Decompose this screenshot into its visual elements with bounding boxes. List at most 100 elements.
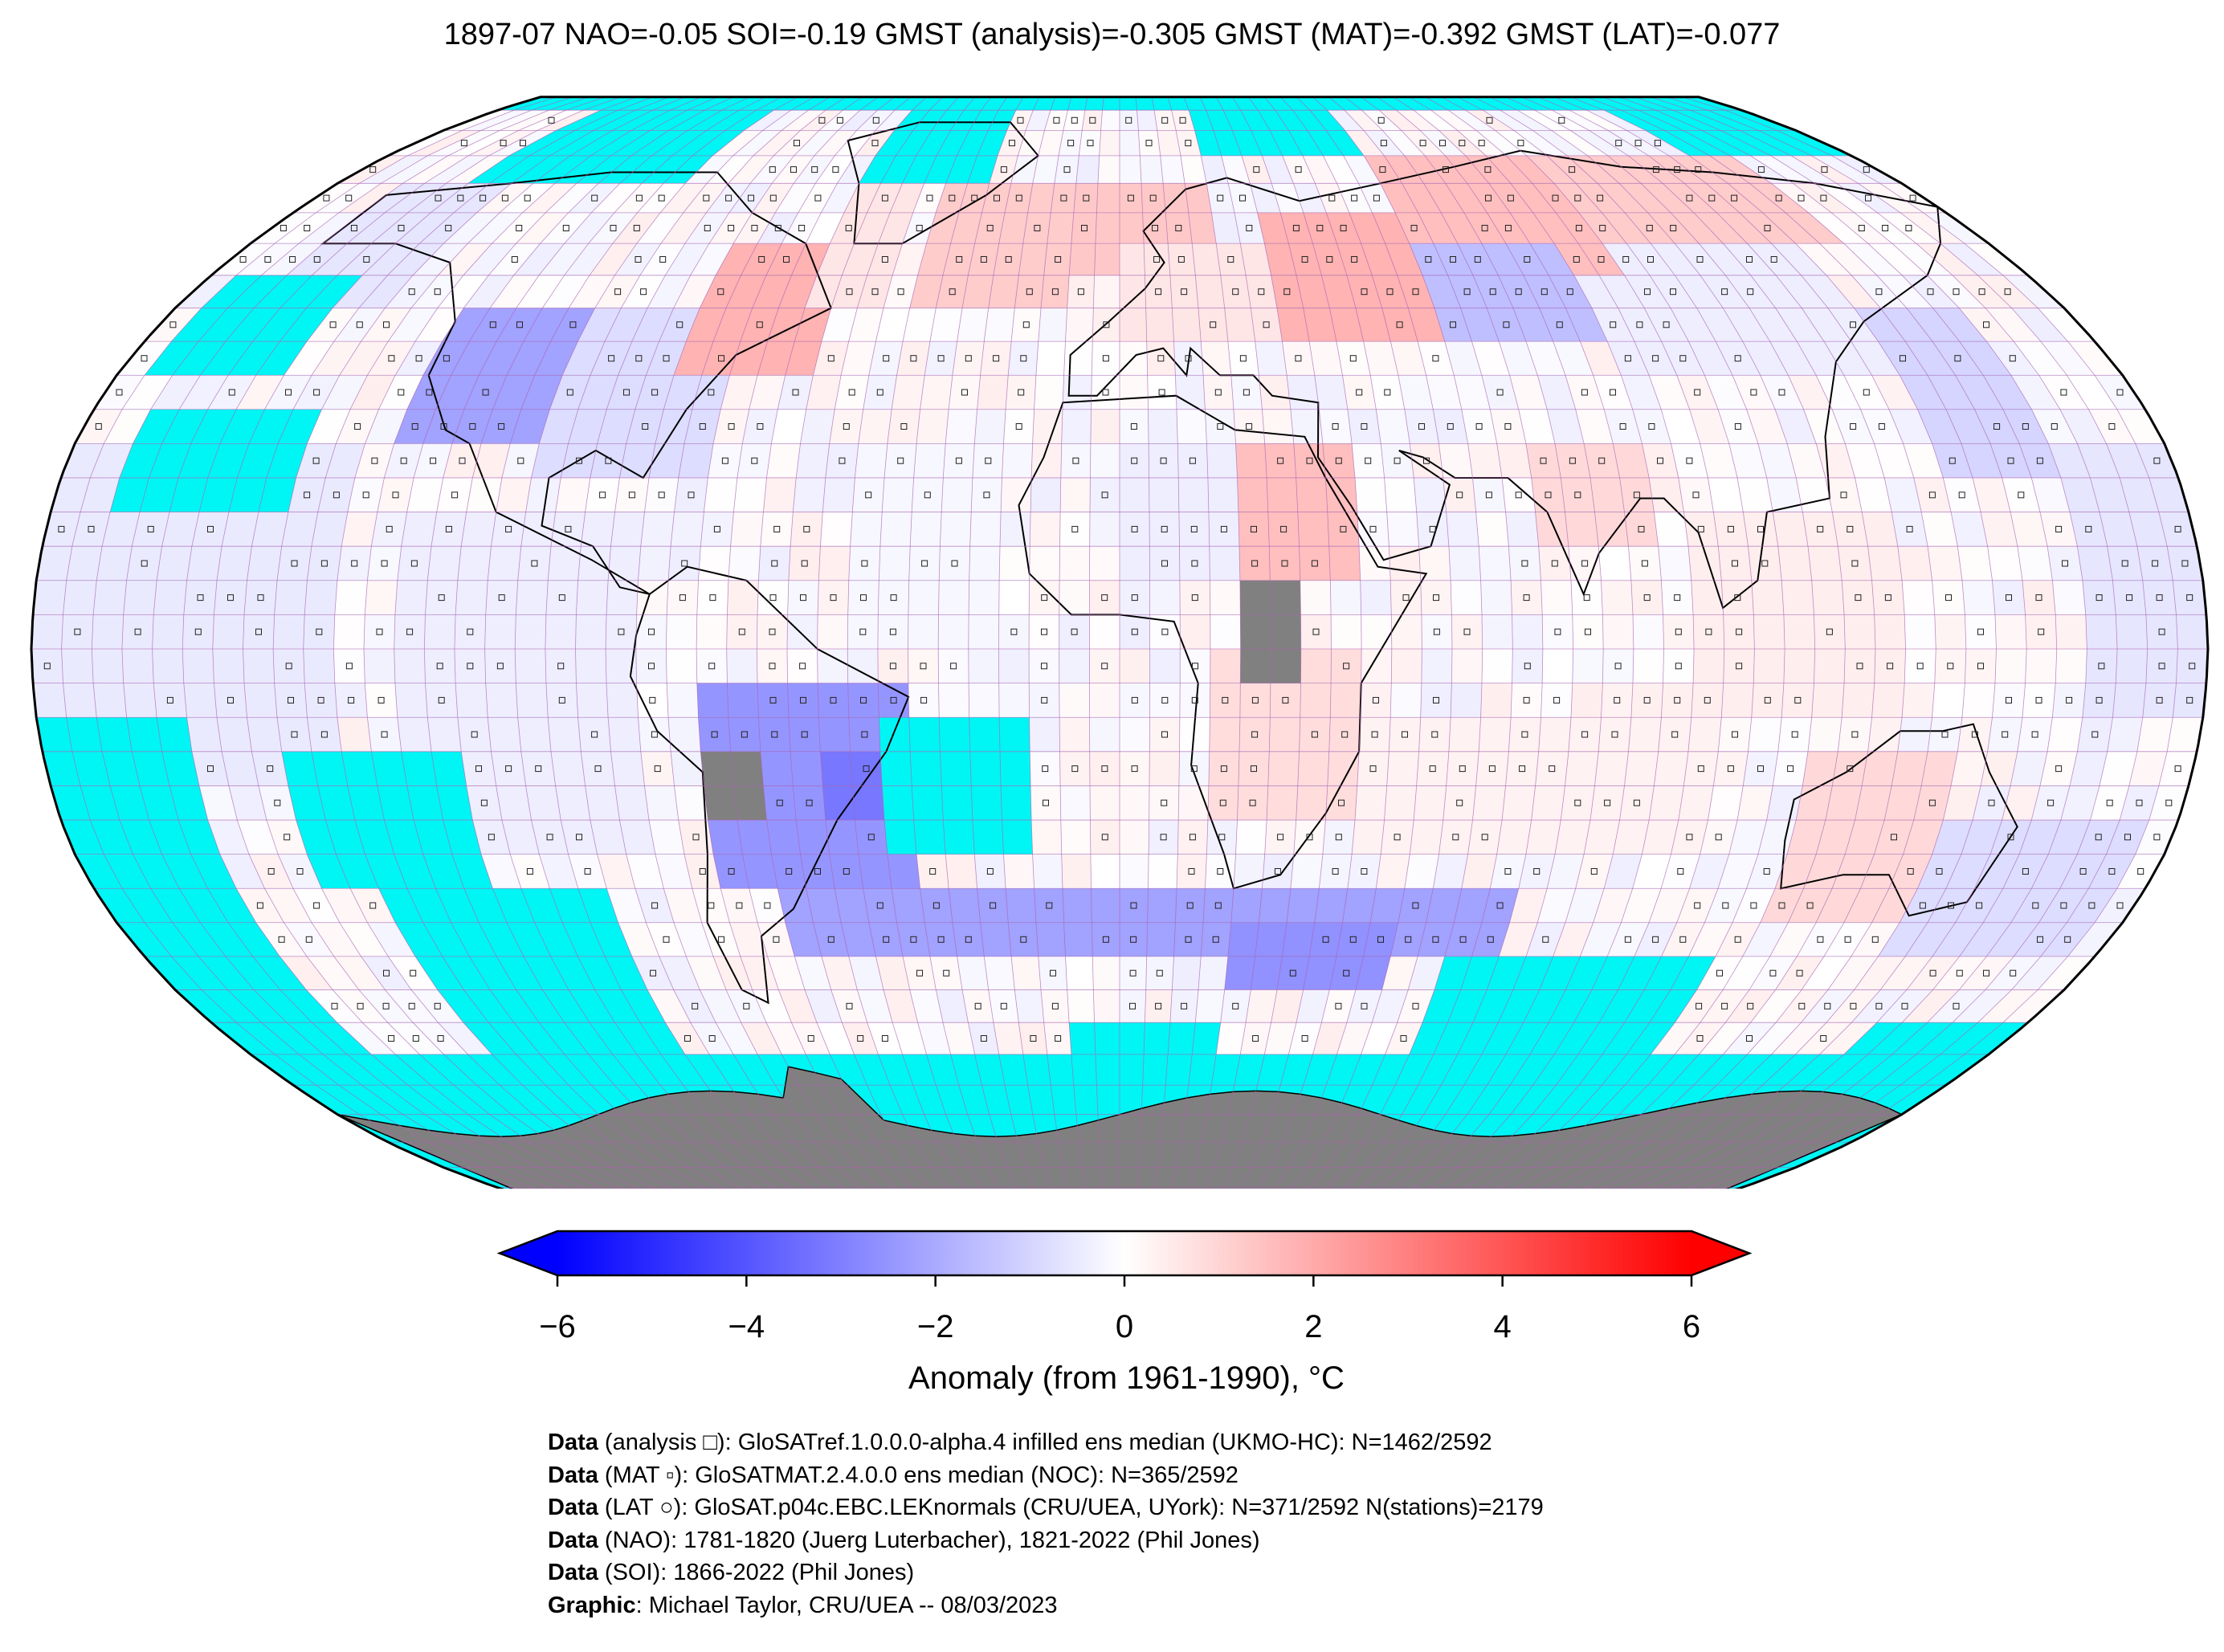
grid-cell (1401, 130, 1446, 156)
grid-cell (1658, 717, 1691, 752)
grid-cell (394, 614, 426, 649)
grid-cell (813, 922, 849, 957)
grid-cell (1630, 580, 1663, 615)
colorbar-label: Anomaly (from 1961-1990), °C (908, 1360, 1345, 1396)
grid-cell (542, 275, 590, 308)
grid-cell (606, 888, 647, 923)
grid-cell (1398, 375, 1434, 410)
grid-cell (1179, 580, 1210, 615)
grid-cell (910, 512, 942, 547)
grid-cell (806, 375, 842, 410)
grid-cell (1448, 110, 1496, 131)
grid-cell (1525, 820, 1561, 855)
grid-cell (419, 212, 477, 244)
grid-cell (443, 443, 482, 478)
grid-cell (1216, 1022, 1247, 1054)
grid-cell (744, 110, 791, 131)
grid-cell (1234, 212, 1265, 244)
grid-cell (968, 243, 999, 275)
grid-cell (787, 649, 818, 683)
grid-cell (1532, 183, 1579, 213)
grid-cell (887, 409, 920, 444)
grid-cell (378, 375, 423, 410)
grid-cell (1169, 275, 1198, 308)
grid-cell (1775, 854, 1817, 889)
grid-cell (1120, 183, 1143, 213)
grid-cell (892, 1022, 927, 1054)
grid-cell (311, 512, 348, 547)
grid-cell (684, 854, 721, 889)
grid-cell (1549, 275, 1592, 308)
grid-cell (1290, 854, 1323, 889)
grid-cell (1319, 854, 1353, 889)
grid-cell (638, 546, 671, 581)
grid-cell (1568, 546, 1602, 581)
grid-cell (684, 212, 729, 244)
grid-cell (1700, 443, 1738, 478)
grid-cell (1422, 275, 1461, 308)
grid-cell (1571, 580, 1603, 615)
grid-cell (1328, 717, 1361, 752)
grid-cell (284, 922, 334, 957)
grid-cell (663, 375, 702, 410)
grid-cell (1592, 308, 1634, 342)
credits-block: Data (analysis □): GloSATref.1.0.0.0-alp… (548, 1426, 1544, 1621)
grid-cell (1678, 785, 1714, 820)
grid-cell (716, 243, 758, 275)
grid-cell (1461, 409, 1497, 444)
grid-cell (1426, 888, 1462, 923)
grid-cell (1267, 785, 1298, 820)
grid-cell (496, 478, 532, 512)
grid-cell (704, 478, 737, 512)
grid-cell (1696, 308, 1743, 342)
grid-cell (938, 683, 969, 718)
grid-cell (1553, 183, 1602, 213)
grid-cell (96, 546, 133, 581)
grid-cell (451, 409, 493, 444)
grid-cell (863, 888, 897, 923)
grid-cell (264, 375, 312, 410)
grid-cell (852, 785, 884, 820)
grid-cell (1221, 155, 1251, 184)
grid-cell (1100, 110, 1120, 131)
grid-cell (936, 989, 969, 1023)
grid-cell (1035, 922, 1066, 957)
grid-cell (307, 717, 342, 752)
grid-cell (1443, 785, 1476, 820)
grid-cell (835, 888, 869, 923)
grid-cell (1675, 243, 1726, 275)
grid-cell (1358, 183, 1396, 213)
grid-cell (742, 854, 778, 889)
grid-cell (1414, 785, 1447, 820)
grid-cell (1287, 888, 1320, 923)
grid-cell (1309, 341, 1343, 376)
grid-cell (1568, 717, 1602, 752)
grid-cell (386, 130, 463, 156)
grid-cell (1671, 308, 1716, 342)
grid-cell (1330, 580, 1361, 615)
grid-cell (121, 614, 154, 649)
grid-cell (1498, 275, 1540, 308)
grid-cell (1090, 785, 1120, 820)
grid-cell (32, 683, 67, 718)
grid-cell (92, 649, 124, 683)
grid-cell (1099, 130, 1120, 156)
grid-cell (1438, 820, 1473, 855)
grid-cell (883, 989, 918, 1023)
grid-cell (1742, 341, 1789, 376)
grid-cell (980, 341, 1012, 376)
grid-cell (1034, 888, 1064, 923)
grid-cell (666, 614, 697, 649)
grid-cell (455, 683, 488, 718)
grid-cell (1760, 888, 1804, 923)
grid-cell (1269, 717, 1300, 752)
grid-cell (1175, 375, 1206, 410)
grid-cell (1565, 888, 1605, 923)
grid-cell (1178, 751, 1210, 786)
grid-cell (945, 854, 977, 889)
grid-cell (1022, 212, 1051, 244)
grid-cell (924, 341, 957, 376)
grid-cell (525, 785, 561, 820)
grid-cell (1594, 512, 1629, 547)
grid-cell (945, 409, 977, 444)
